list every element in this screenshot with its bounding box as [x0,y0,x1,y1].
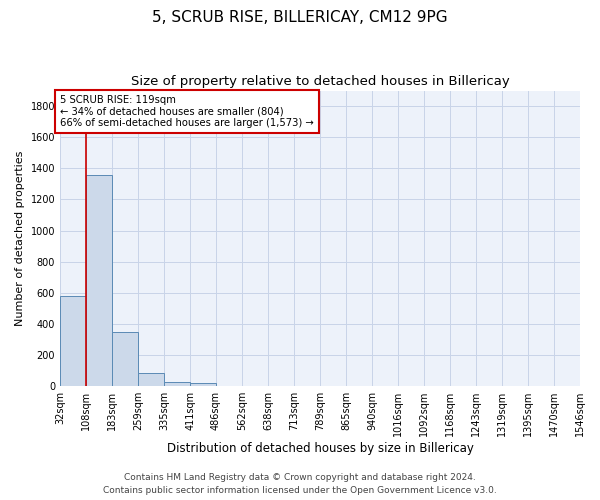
Bar [190,383,216,386]
Bar [138,372,164,386]
Bar [60,296,86,386]
Text: 5, SCRUB RISE, BILLERICAY, CM12 9PG: 5, SCRUB RISE, BILLERICAY, CM12 9PG [152,10,448,25]
X-axis label: Distribution of detached houses by size in Billericay: Distribution of detached houses by size … [167,442,473,455]
Title: Size of property relative to detached houses in Billericay: Size of property relative to detached ho… [131,75,509,88]
Bar [164,382,190,386]
Text: 5 SCRUB RISE: 119sqm
← 34% of detached houses are smaller (804)
66% of semi-deta: 5 SCRUB RISE: 119sqm ← 34% of detached h… [60,95,314,128]
Y-axis label: Number of detached properties: Number of detached properties [15,150,25,326]
Bar [86,176,112,386]
Bar [112,332,138,386]
Text: Contains HM Land Registry data © Crown copyright and database right 2024.
Contai: Contains HM Land Registry data © Crown c… [103,474,497,495]
